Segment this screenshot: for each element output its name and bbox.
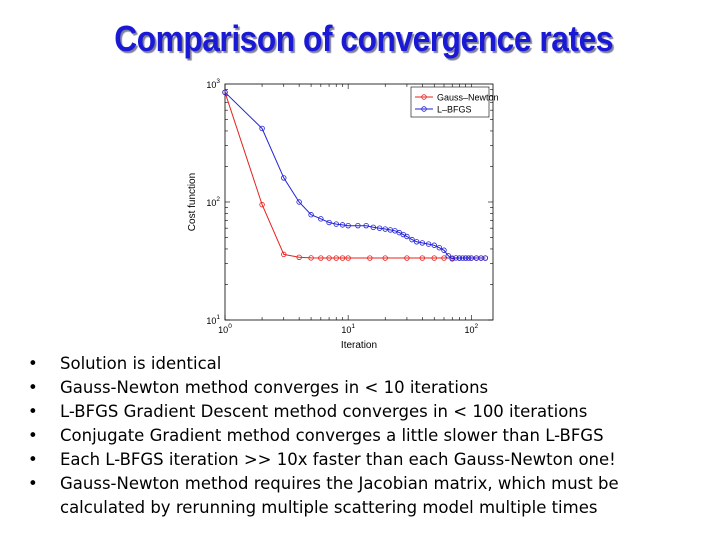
- plot-area: [224, 83, 494, 321]
- data-point: [355, 222, 361, 229]
- data-point: [449, 256, 455, 262]
- bullet-item: • Conjugate Gradient method converges a l…: [28, 424, 708, 448]
- data-point: [308, 255, 314, 261]
- bullet-icon: •: [28, 354, 38, 373]
- bullet-icon: •: [28, 450, 38, 469]
- data-point: [326, 219, 332, 226]
- data-point: [281, 175, 287, 181]
- y-axis-label: Cost function: [187, 173, 198, 231]
- data-point: [462, 255, 469, 261]
- x-tick-label: 102: [464, 323, 478, 335]
- bullet-icon: •: [28, 426, 38, 445]
- data-point: [259, 201, 265, 208]
- data-point: [468, 255, 475, 261]
- data-point: [459, 255, 466, 261]
- data-point: [281, 251, 287, 258]
- legend-marker: [421, 94, 427, 100]
- data-point: [409, 236, 415, 243]
- data-point: [370, 224, 376, 231]
- data-point: [436, 244, 443, 251]
- data-point: [431, 255, 437, 261]
- data-point: [222, 89, 228, 96]
- data-point: [326, 255, 332, 261]
- data-point: [382, 226, 388, 232]
- bullet-item: • Gauss-Newton method requires the Jacobi…: [28, 474, 619, 517]
- data-point: [296, 254, 302, 260]
- data-point: [404, 233, 410, 240]
- data-point: [345, 222, 351, 229]
- data-point: [296, 199, 302, 205]
- x-tick-label: 101: [341, 323, 355, 335]
- legend-marker: [421, 106, 427, 112]
- bullet-item: • L-BFGS Gradient Descent method converge…: [28, 400, 708, 424]
- data-point: [259, 125, 265, 132]
- data-point: [345, 255, 351, 261]
- data-point: [456, 255, 463, 261]
- bullet-list: • Solution is identical • Gauss-Newton met…: [28, 352, 708, 520]
- data-point: [382, 255, 388, 261]
- legend: Gauss–Newton L–BFGS: [410, 86, 499, 118]
- data-point: [367, 255, 373, 261]
- data-point: [318, 216, 324, 222]
- data-point: [339, 222, 346, 228]
- data-point: [419, 240, 426, 246]
- data-point: [339, 255, 346, 261]
- bullet-icon: •: [28, 378, 38, 397]
- data-point: [441, 247, 447, 253]
- data-point: [404, 255, 410, 261]
- data-point: [376, 225, 383, 231]
- y-tick-label: 101: [206, 314, 220, 326]
- data-point: [308, 212, 314, 218]
- data-point: [441, 255, 447, 261]
- legend-box: [410, 86, 490, 118]
- x-tick-label: 100: [218, 323, 232, 335]
- legend-label: L–BFGS: [437, 105, 472, 115]
- data-point: [482, 255, 489, 261]
- legend-label: Gauss–Newton: [437, 93, 499, 103]
- bullet-item: • Solution is identical: [28, 352, 708, 376]
- data-point: [453, 255, 459, 261]
- data-point: [333, 221, 339, 227]
- data-point: [425, 241, 432, 247]
- data-point: [431, 242, 437, 248]
- y-tick-label: 103: [206, 78, 220, 90]
- slide-title: Comparison of convergence rates: [114, 18, 613, 59]
- bullet-item: • Each L-BFGS iteration >> 10x faster tha…: [28, 448, 708, 472]
- data-point: [445, 253, 451, 259]
- data-point: [318, 255, 324, 261]
- data-point: [413, 239, 420, 245]
- bullet-icon: •: [28, 474, 38, 493]
- bullet-icon: •: [28, 402, 38, 421]
- data-point: [363, 222, 369, 229]
- data-point: [333, 255, 339, 261]
- data-point: [465, 255, 472, 261]
- x-axis-label: Iteration: [341, 340, 377, 351]
- data-point: [419, 255, 426, 261]
- bullet-item: • Gauss-Newton method converges in < 10 i…: [28, 376, 708, 400]
- y-tick-label: 102: [206, 196, 220, 208]
